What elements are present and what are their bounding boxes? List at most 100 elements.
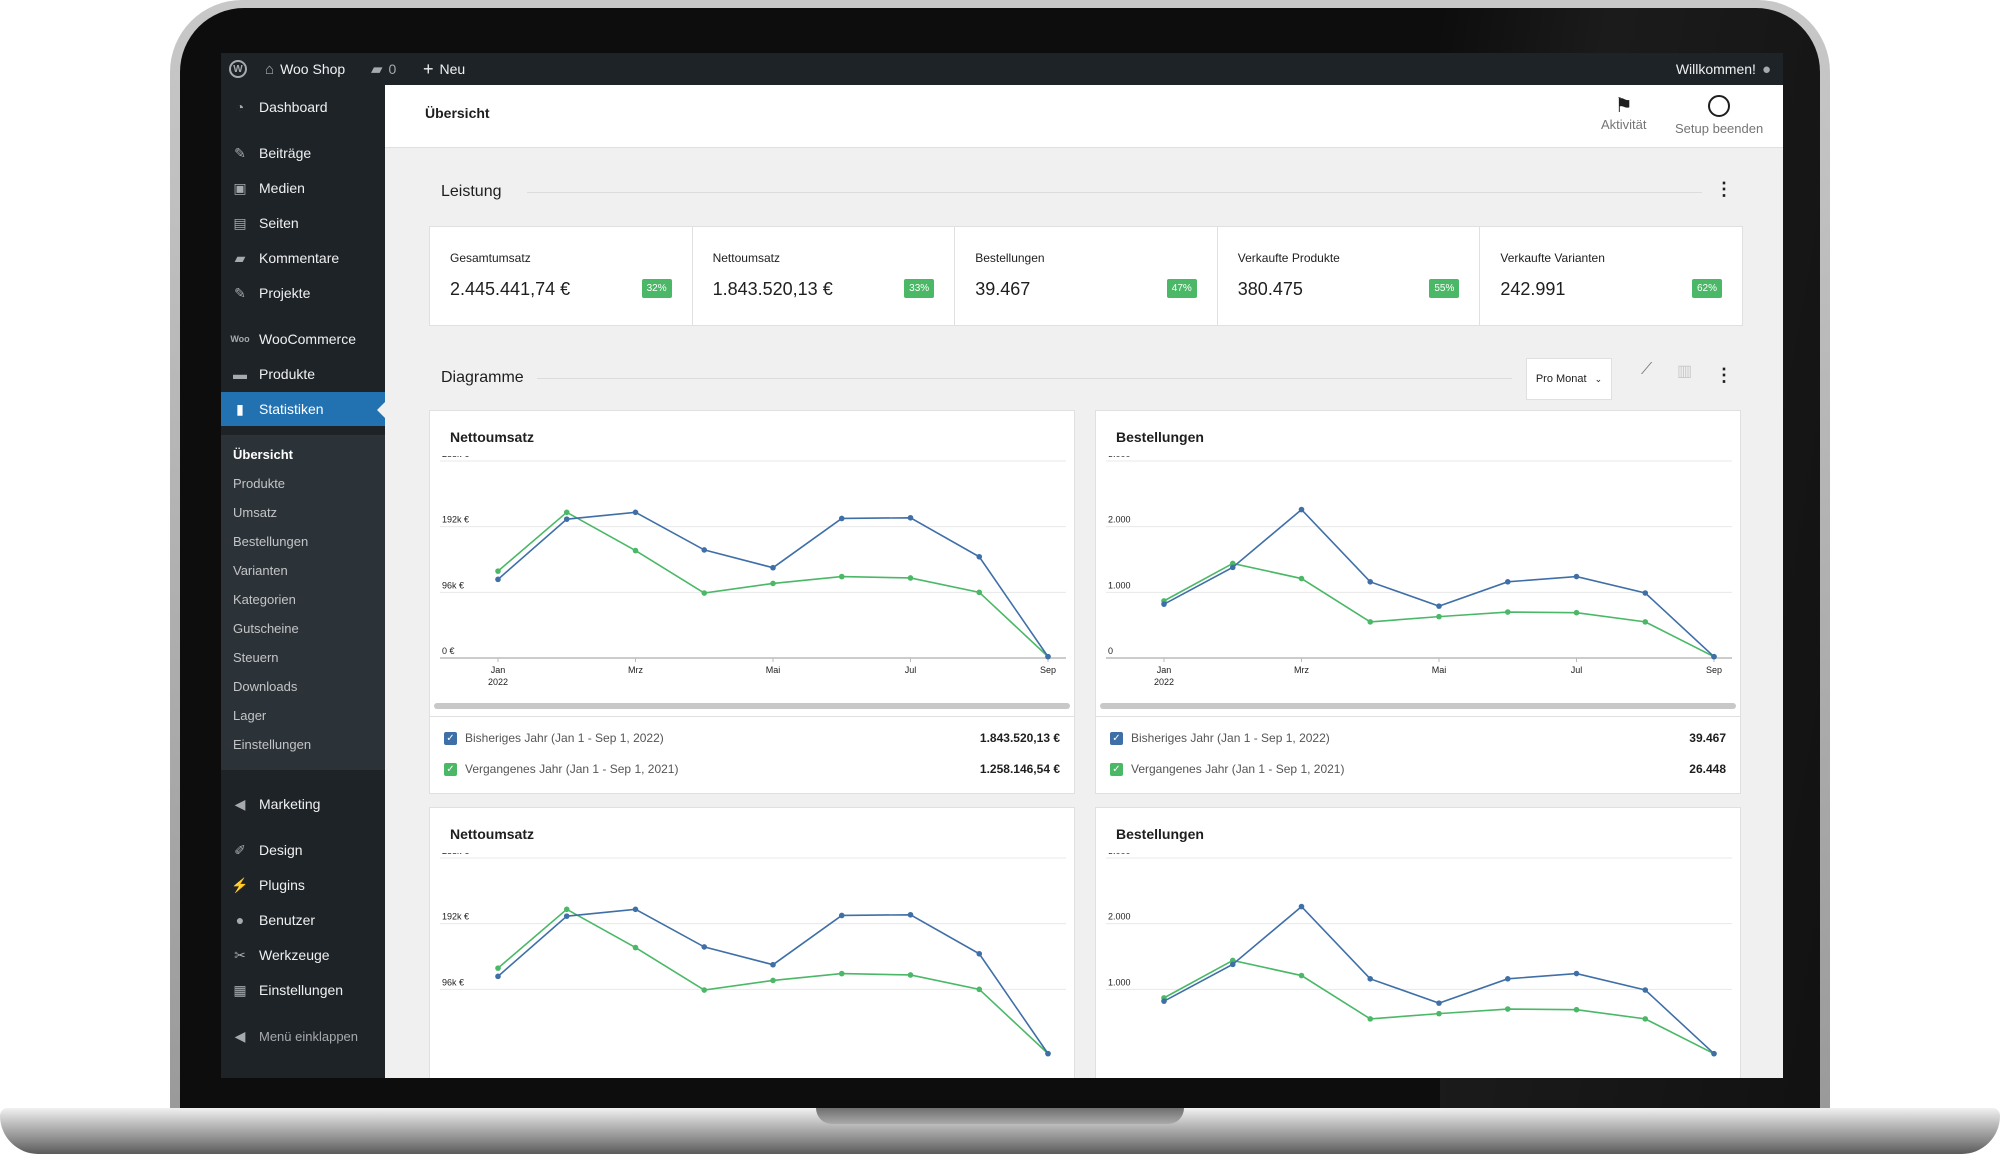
data-point [563, 906, 570, 913]
diagrams-menu-icon[interactable]: ⋮ [1715, 365, 1733, 385]
checkbox-icon[interactable]: ✓ [1110, 762, 1123, 776]
y-tick-label: 3.000 [1108, 853, 1131, 856]
legend-item-previous[interactable]: ✓ Vergangenes Jahr (Jan 1 - Sep 1, 2021)… [1110, 759, 1726, 779]
legend-item-previous[interactable]: ✓ Vergangenes Jahr (Jan 1 - Sep 1, 2021)… [444, 759, 1060, 779]
comments-link[interactable]: ▰ 0 [371, 53, 396, 85]
performance-menu-icon[interactable]: ⋮ [1715, 179, 1733, 199]
line-chart: 1.000 2.000 3.000 [1106, 853, 1732, 1057]
data-point [1642, 1016, 1649, 1022]
kpi-tile[interactable]: Verkaufte Varianten 242.991 62% [1480, 227, 1742, 325]
wordpress-icon: W [229, 60, 247, 78]
activity-label: Aktivität [1601, 117, 1647, 132]
kpi-tile[interactable]: Gesamtumsatz 2.445.441,74 € 32% [430, 227, 693, 325]
finish-setup-button[interactable]: Setup beenden [1675, 95, 1763, 136]
chart-title: Bestellungen [1116, 826, 1204, 842]
menu-dashboard[interactable]: ◔ Dashboard [221, 90, 385, 124]
submenu-revenue[interactable]: Umsatz [233, 505, 278, 520]
x-sub-label: 2022 [488, 677, 508, 687]
submenu-coupons[interactable]: Gutscheine [233, 621, 299, 636]
menu-settings[interactable]: ▦ Einstellungen [221, 973, 385, 1007]
line-chart-toggle-icon[interactable]: ⟋ [1641, 361, 1653, 378]
menu-design[interactable]: ✐ Design [221, 833, 385, 867]
menu-plugins[interactable]: ⚡ Plugins [221, 868, 385, 902]
data-point [1045, 653, 1051, 660]
menu-woocommerce[interactable]: Woo WooCommerce [221, 322, 385, 356]
chart-scrollbar[interactable] [434, 703, 1070, 709]
kpi-value: 242.991 [1500, 279, 1566, 299]
menu-comments[interactable]: ▰ Kommentare [221, 241, 385, 275]
menu-posts[interactable]: ✎ Beiträge [221, 136, 385, 170]
menu-products[interactable]: ▬ Produkte [221, 357, 385, 391]
data-point [838, 573, 845, 580]
chart-card: Nettoumsatz 0 € 96k € 192k € 288k € Jan Mrz Ma… [429, 410, 1075, 794]
account-menu[interactable]: Willkommen! ● [1676, 53, 1771, 85]
wordpress-logo-button[interactable]: W [229, 53, 247, 85]
legend-item-current[interactable]: ✓ Bisheriges Jahr (Jan 1 - Sep 1, 2022) … [444, 728, 1060, 748]
kpi-label: Gesamtumsatz [450, 251, 531, 265]
submenu-settings[interactable]: Einstellungen [233, 737, 312, 752]
site-name-link[interactable]: ⌂ Woo Shop [265, 53, 345, 85]
kpi-change-badge: 47% [1166, 279, 1197, 298]
data-point [1642, 987, 1649, 993]
submenu-taxes[interactable]: Steuern [233, 650, 279, 665]
greeting: Willkommen! [1675, 61, 1756, 77]
menu-collapse[interactable]: ◀ Menü einklappen [221, 1019, 385, 1053]
comments-count: 0 [388, 61, 397, 77]
x-sub-label: 2022 [1154, 677, 1174, 687]
menu-label: Plugins [259, 877, 305, 893]
progress-circle-icon [1708, 95, 1731, 117]
interval-select[interactable]: Pro Monat ⌄ [1526, 358, 1612, 400]
data-point [1436, 613, 1442, 620]
submenu-stock[interactable]: Lager [233, 708, 267, 723]
checkbox-icon[interactable]: ✓ [1110, 731, 1123, 745]
pin-icon: ✎ [234, 144, 246, 161]
menu-statistics[interactable]: ▮ Statistiken [221, 392, 385, 426]
chart-title: Bestellungen [1116, 429, 1204, 445]
active-indicator [377, 402, 385, 418]
data-point [770, 580, 776, 587]
data-point [907, 972, 914, 978]
performance-tiles: Gesamtumsatz 2.445.441,74 € 32% Nettoums… [429, 226, 1743, 326]
submenu-orders[interactable]: Bestellungen [233, 534, 309, 549]
data-point [770, 564, 776, 571]
home-icon: ⌂ [265, 60, 275, 78]
menu-tools[interactable]: ✂ Werkzeuge [221, 938, 385, 972]
submenu-products[interactable]: Produkte [233, 476, 286, 491]
activity-button[interactable]: ⚑ Aktivität [1601, 95, 1647, 132]
data-point [632, 547, 639, 554]
data-point [1367, 619, 1374, 625]
data-point [1642, 619, 1649, 625]
media-icon: ▣ [233, 179, 247, 196]
new-content-link[interactable]: + Neu [423, 53, 465, 85]
menu-pages[interactable]: ▤ Seiten [221, 206, 385, 240]
x-tick-label: Mai [1432, 665, 1447, 675]
chart-scrollbar[interactable] [1100, 703, 1736, 709]
megaphone-icon: ◀ [234, 795, 246, 812]
data-point [632, 944, 639, 951]
submenu-overview[interactable]: Übersicht [233, 447, 293, 462]
section-divider [537, 378, 1512, 379]
checkbox-icon[interactable]: ✓ [444, 762, 457, 776]
comments-icon: ▰ [234, 249, 246, 266]
legend-item-current[interactable]: ✓ Bisheriges Jahr (Jan 1 - Sep 1, 2022) … [1110, 728, 1726, 748]
menu-label: Medien [259, 180, 305, 196]
kpi-tile[interactable]: Bestellungen 39.467 47% [955, 227, 1218, 325]
kpi-tile[interactable]: Nettoumsatz 1.843.520,13 € 33% [693, 227, 956, 325]
data-point [907, 911, 914, 918]
y-tick-label: 0 [1108, 646, 1113, 656]
menu-marketing[interactable]: ◀ Marketing [221, 787, 385, 821]
chart-title: Nettoumsatz [450, 429, 535, 445]
checkbox-icon[interactable]: ✓ [444, 731, 457, 745]
bar-chart-toggle-icon[interactable]: ▥ [1677, 363, 1693, 380]
menu-media[interactable]: ▣ Medien [221, 171, 385, 205]
menu-users[interactable]: ● Benutzer [221, 903, 385, 937]
submenu-categories[interactable]: Kategorien [233, 592, 296, 607]
submenu-downloads[interactable]: Downloads [233, 679, 298, 694]
data-point [770, 977, 776, 984]
submenu-variations[interactable]: Varianten [233, 563, 288, 578]
data-point [1711, 1050, 1717, 1057]
data-point [1642, 590, 1649, 596]
admin-sidebar: ◔ Dashboard ✎ Beiträge ▣ Medien ▤ Seiten ▰ Ko… [221, 85, 385, 1078]
menu-projects[interactable]: ✎ Projekte [221, 276, 385, 310]
kpi-tile[interactable]: Verkaufte Produkte 380.475 55% [1218, 227, 1481, 325]
